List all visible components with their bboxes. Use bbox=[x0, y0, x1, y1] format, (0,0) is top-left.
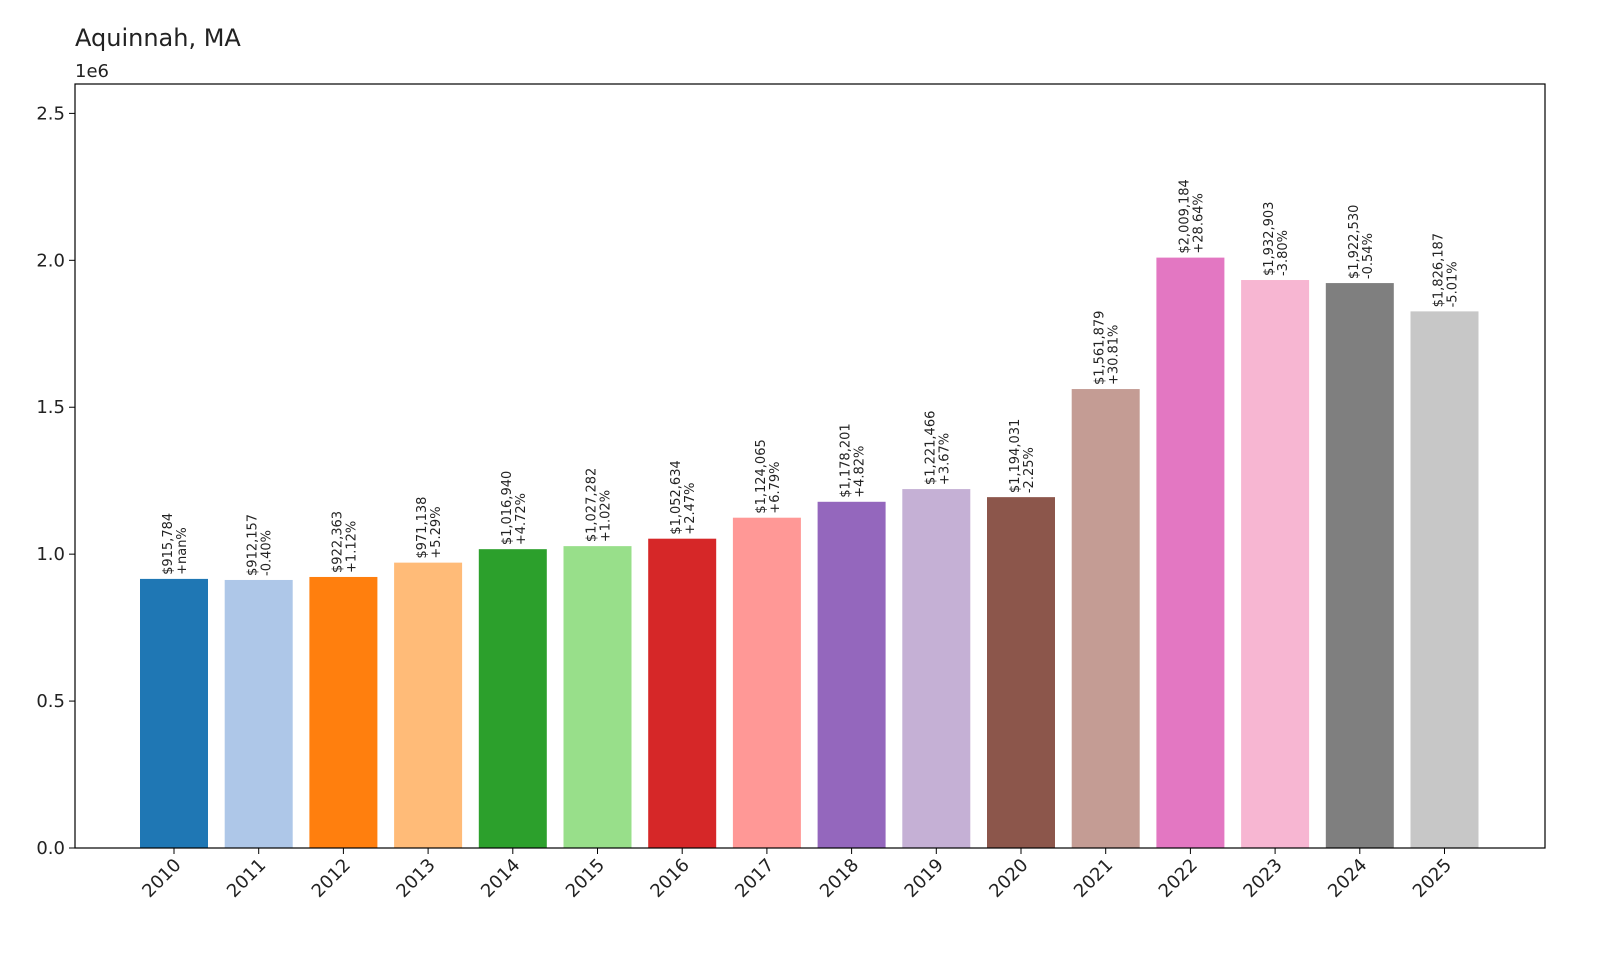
bar-change-label: +28.64% bbox=[1191, 193, 1206, 253]
x-tick-label-2022: 2022 bbox=[1155, 855, 1202, 902]
bar-change-label: -0.54% bbox=[1361, 233, 1376, 279]
plot-frame bbox=[74, 83, 1546, 849]
bar-value-label: $1,932,903 bbox=[1262, 202, 1277, 276]
bar-change-label: +2.47% bbox=[683, 482, 698, 534]
bar-label-2012: $922,363 +1.12% bbox=[330, 511, 359, 573]
x-tick-label-2018: 2018 bbox=[816, 855, 863, 902]
bar-change-label: +nan% bbox=[175, 527, 190, 575]
y-axis-offset-label: 1e6 bbox=[75, 61, 109, 82]
bar-label-2010: $915,784 +nan% bbox=[161, 513, 190, 575]
y-tick-label: 0.5 bbox=[36, 691, 65, 712]
bar-label-2014: $1,016,940 +4.72% bbox=[500, 471, 529, 545]
bar-label-2019: $1,221,466 +3.67% bbox=[923, 411, 952, 485]
bar-value-label: $1,826,187 bbox=[1432, 233, 1447, 307]
bar-change-label: +4.82% bbox=[853, 446, 868, 498]
y-axis: 0.0 0.5 1.0 1.5 2.0 2.5 bbox=[36, 103, 75, 859]
bar-label-2022: $2,009,184 +28.64% bbox=[1177, 179, 1206, 253]
bar-2017 bbox=[732, 517, 801, 848]
bar-label-2013: $971,138 +5.29% bbox=[415, 497, 444, 559]
x-tick-label-2024: 2024 bbox=[1324, 855, 1371, 902]
bar-2021 bbox=[1071, 389, 1140, 848]
x-tick-label-2011: 2011 bbox=[223, 855, 270, 902]
chart-title: Aquinnah, MA bbox=[75, 24, 241, 52]
bar-2023 bbox=[1241, 280, 1310, 848]
bar-label-2017: $1,124,065 +6.79% bbox=[754, 439, 783, 513]
bar-2012 bbox=[309, 576, 378, 848]
bar-2015 bbox=[563, 546, 632, 848]
bar-change-label: +30.81% bbox=[1107, 325, 1122, 385]
bar-2014 bbox=[478, 549, 547, 848]
bar-2010 bbox=[140, 578, 208, 848]
bar-2025 bbox=[1410, 311, 1479, 849]
bar-label-2020: $1,194,031 -2.25% bbox=[1008, 419, 1037, 493]
bar-value-label: $1,178,201 bbox=[839, 423, 854, 497]
bar-value-label: $1,124,065 bbox=[754, 439, 769, 513]
x-tick-label-2017: 2017 bbox=[731, 855, 778, 902]
x-tick-label-2016: 2016 bbox=[646, 855, 693, 902]
bar-change-label: -0.40% bbox=[260, 530, 275, 576]
bar-label-2025: $1,826,187 -5.01% bbox=[1432, 233, 1461, 307]
x-tick-label-2025: 2025 bbox=[1409, 855, 1456, 902]
bar-label-2016: $1,052,634 +2.47% bbox=[669, 460, 698, 534]
bar-2018 bbox=[817, 501, 886, 848]
bar-value-label: $1,194,031 bbox=[1008, 419, 1023, 493]
bar-value-label: $1,561,879 bbox=[1093, 311, 1108, 385]
bar-2016 bbox=[648, 538, 717, 848]
bar-change-label: +1.02% bbox=[599, 490, 614, 542]
x-tick-label-2023: 2023 bbox=[1239, 855, 1286, 902]
bar-change-label: -2.25% bbox=[1022, 447, 1037, 493]
bar-value-label: $1,016,940 bbox=[500, 471, 515, 545]
y-tick-label: 2.5 bbox=[36, 103, 65, 124]
bar-change-label: +1.12% bbox=[344, 521, 359, 573]
y-tick-label: 1.5 bbox=[36, 397, 65, 418]
bar-2013 bbox=[394, 562, 463, 848]
bars-layer bbox=[140, 257, 1479, 849]
y-tick-label: 1.0 bbox=[36, 544, 65, 565]
bar-value-label: $922,363 bbox=[330, 511, 345, 573]
bar-change-label: +5.29% bbox=[429, 506, 444, 558]
x-tick-label-2021: 2021 bbox=[1070, 855, 1117, 902]
bar-value-label: $1,027,282 bbox=[585, 468, 600, 542]
x-axis: 2010 2011 2012 2013 2014 2015 2016 2017 2018 2019… bbox=[138, 848, 1456, 902]
bar-value-label: $915,784 bbox=[161, 513, 176, 575]
bar-2024 bbox=[1325, 283, 1394, 848]
bar-label-2024: $1,922,530 -0.54% bbox=[1347, 205, 1376, 279]
y-tick-label: 2.0 bbox=[36, 250, 65, 271]
bar-value-label: $1,922,530 bbox=[1347, 205, 1362, 279]
bar-label-2015: $1,027,282 +1.02% bbox=[585, 468, 614, 542]
bar-2020 bbox=[987, 497, 1055, 848]
x-tick-label-2012: 2012 bbox=[308, 855, 355, 902]
bar-label-2018: $1,178,201 +4.82% bbox=[839, 423, 868, 497]
bar-2011 bbox=[224, 579, 293, 848]
bar-value-label: $971,138 bbox=[415, 497, 430, 559]
bar-value-label: $912,157 bbox=[246, 514, 261, 576]
bar-2019 bbox=[902, 489, 971, 848]
x-tick-label-2014: 2014 bbox=[477, 855, 524, 902]
x-tick-label-2013: 2013 bbox=[392, 855, 439, 902]
x-tick-label-2010: 2010 bbox=[138, 855, 185, 902]
bar-change-label: +6.79% bbox=[768, 461, 783, 513]
bar-label-2023: $1,932,903 -3.80% bbox=[1262, 202, 1291, 276]
bar-label-2021: $1,561,879 +30.81% bbox=[1093, 311, 1122, 385]
bar-value-label: $2,009,184 bbox=[1177, 179, 1192, 253]
bar-2022 bbox=[1156, 257, 1225, 848]
bar-label-2011: $912,157 -0.40% bbox=[246, 514, 275, 576]
bar-value-label: $1,052,634 bbox=[669, 460, 684, 534]
y-tick-label: 0.0 bbox=[36, 838, 65, 859]
bar-value-label: $1,221,466 bbox=[923, 411, 938, 485]
x-tick-label-2015: 2015 bbox=[562, 855, 609, 902]
bar-change-label: +3.67% bbox=[937, 433, 952, 485]
bar-change-label: -3.80% bbox=[1276, 230, 1291, 276]
x-tick-label-2020: 2020 bbox=[985, 855, 1032, 902]
x-tick-label-2019: 2019 bbox=[901, 855, 948, 902]
bar-change-label: -5.01% bbox=[1446, 261, 1461, 307]
bar-change-label: +4.72% bbox=[514, 493, 529, 545]
bar-labels-layer: $915,784 +nan% $912,157 -0.40% $922,363 +1.12… bbox=[161, 179, 1461, 576]
